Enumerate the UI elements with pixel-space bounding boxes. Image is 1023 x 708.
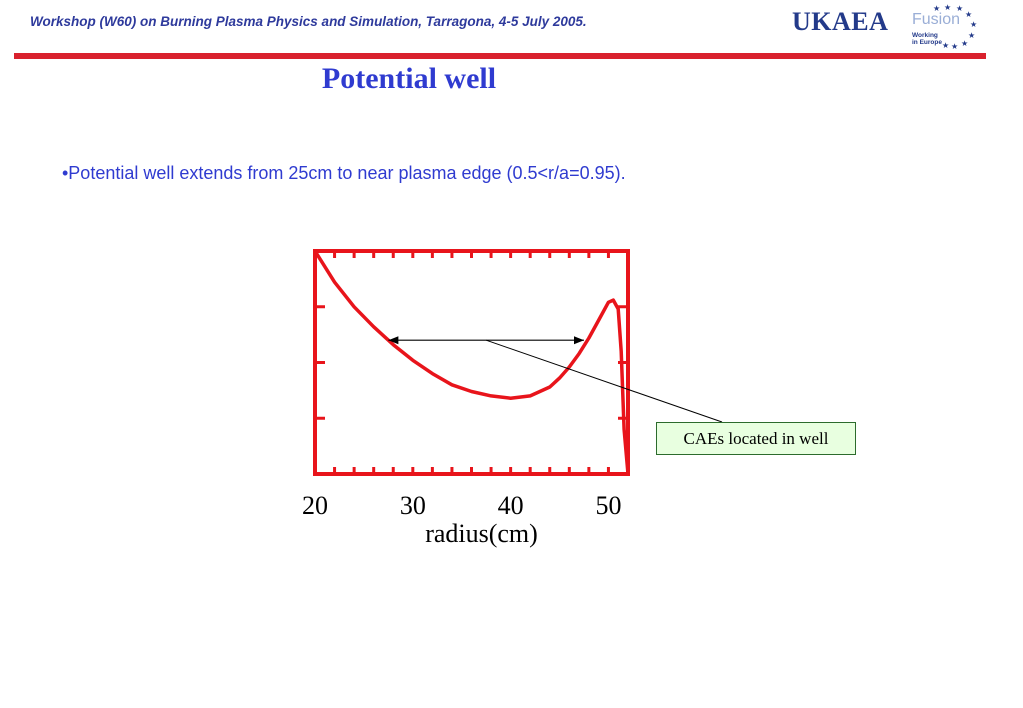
svg-text:★: ★ <box>942 41 949 50</box>
cae-callout-box: CAEs located in well <box>656 422 856 455</box>
potential-curve <box>313 250 630 475</box>
bullet-point: •Potential well extends from 25cm to nea… <box>62 163 626 183</box>
svg-text:★: ★ <box>965 10 972 19</box>
svg-text:★: ★ <box>944 3 951 12</box>
logo-fusion-text: Fusion <box>912 11 961 28</box>
logo-working-text: Working in Europe <box>912 32 962 46</box>
svg-text:★: ★ <box>933 4 940 13</box>
logo-ukaea-text: UKAEA <box>792 7 889 36</box>
svg-text:★: ★ <box>956 4 963 13</box>
x-tick-label: 20 <box>302 491 328 520</box>
x-tick-label: 40 <box>498 491 524 520</box>
header-divider <box>14 53 986 59</box>
eu-stars-icon: ★ ★ ★ ★ ★ ★ ★ ★ ★ <box>933 3 977 51</box>
svg-text:★: ★ <box>968 31 975 40</box>
arrowhead-right <box>573 336 584 345</box>
x-tick-label: 50 <box>595 491 621 520</box>
workshop-header: Workshop (W60) on Burning Plasma Physics… <box>30 14 587 29</box>
callout-leader-line <box>486 339 723 423</box>
logo-in-europe-line: in Europe <box>912 39 942 46</box>
plot-frame <box>313 249 630 476</box>
ukaea-fusion-logo: UKAEA Fusion Working in Europe ★ ★ ★ ★ ★… <box>792 2 988 52</box>
logo-working-line: Working <box>912 32 938 39</box>
x-axis-label: radius(cm) <box>425 519 538 548</box>
svg-text:★: ★ <box>951 42 958 51</box>
svg-text:★: ★ <box>970 20 977 29</box>
arrowhead-left <box>388 336 399 345</box>
svg-text:★: ★ <box>961 39 968 48</box>
slide-title: Potential well <box>321 62 497 95</box>
x-tick-label: 30 <box>400 491 426 520</box>
